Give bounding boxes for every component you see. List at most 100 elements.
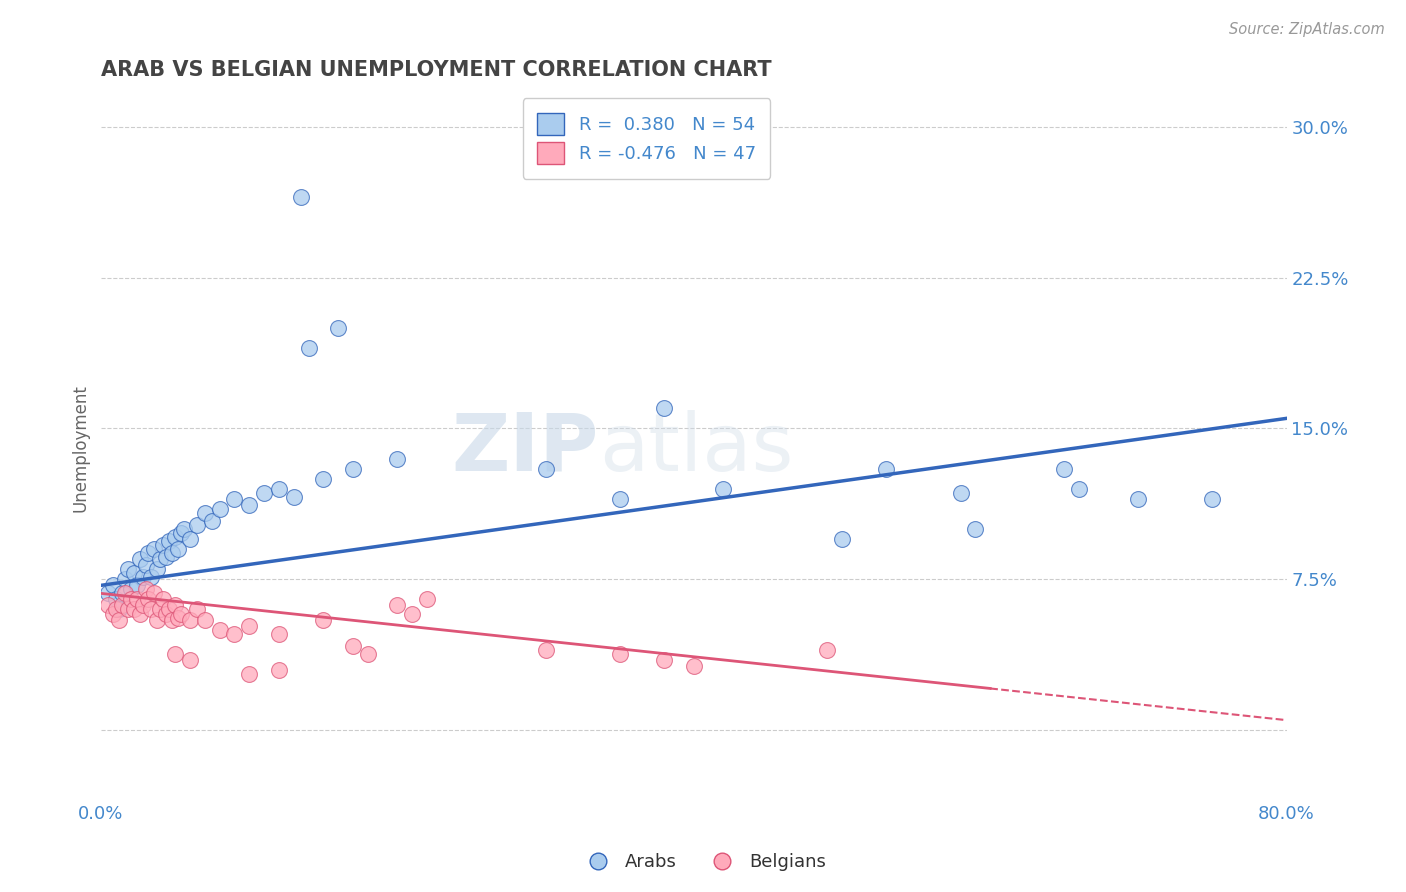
Point (1201, 491, 1223, 506)
Point (117, 562, 139, 576)
Point (111, 599, 134, 613)
Point (152, 592, 174, 607)
Point (143, 542, 166, 557)
Point (165, 647, 187, 661)
Point (131, 599, 153, 613)
Point (290, 190, 312, 204)
Point (179, 613, 201, 627)
Point (224, 491, 246, 506)
Point (401, 607, 423, 621)
Point (297, 341, 319, 355)
Legend: Arabs, Belgians: Arabs, Belgians (572, 847, 834, 879)
Point (267, 663, 290, 677)
Point (165, 530, 187, 544)
Point (111, 586, 134, 600)
Point (128, 552, 150, 566)
Point (141, 602, 163, 616)
Point (104, 602, 127, 616)
Point (238, 498, 260, 512)
Point (194, 506, 217, 520)
Point (179, 653, 201, 667)
Point (534, 642, 557, 657)
Point (1069, 482, 1091, 496)
Point (283, 490, 305, 504)
Point (146, 613, 169, 627)
Point (117, 602, 139, 616)
Point (965, 522, 987, 536)
Point (208, 623, 231, 637)
Point (949, 485, 972, 500)
Point (120, 592, 142, 607)
Point (157, 534, 180, 549)
Point (108, 602, 131, 616)
Point (125, 592, 148, 607)
Point (149, 602, 172, 616)
Point (101, 607, 124, 621)
Point (713, 482, 735, 496)
Point (342, 461, 364, 475)
Point (122, 602, 145, 616)
Point (134, 582, 156, 597)
Point (387, 599, 409, 613)
Point (328, 320, 350, 334)
Point (186, 518, 208, 533)
Point (186, 602, 208, 616)
Point (815, 642, 838, 657)
Point (312, 472, 335, 486)
Point (160, 613, 183, 627)
Point (138, 546, 160, 560)
Point (143, 586, 166, 600)
Point (170, 607, 193, 621)
Point (138, 592, 160, 607)
Point (875, 461, 897, 475)
Point (167, 542, 190, 557)
Point (128, 607, 150, 621)
Point (224, 626, 246, 640)
Point (1128, 491, 1150, 506)
Y-axis label: Unemployment: Unemployment (72, 384, 89, 513)
Point (173, 522, 195, 536)
Point (238, 618, 260, 632)
Point (312, 613, 335, 627)
Point (1053, 461, 1076, 475)
Point (179, 532, 201, 546)
Point (152, 538, 174, 552)
Point (134, 558, 156, 573)
Point (97, 586, 120, 600)
Point (155, 550, 177, 565)
Point (342, 639, 364, 653)
Text: Source: ZipAtlas.com: Source: ZipAtlas.com (1229, 22, 1385, 37)
Point (155, 607, 177, 621)
Point (114, 586, 136, 600)
Point (534, 461, 557, 475)
Point (131, 570, 153, 584)
Point (122, 566, 145, 581)
Point (141, 570, 163, 584)
Point (416, 592, 439, 607)
Point (157, 602, 180, 616)
Point (267, 482, 290, 496)
Point (652, 401, 675, 416)
Point (149, 552, 172, 566)
Point (165, 599, 187, 613)
Legend: R =  0.380   N = 54, R = -0.476   N = 47: R = 0.380 N = 54, R = -0.476 N = 47 (523, 98, 770, 178)
Point (208, 501, 231, 516)
Text: ZIP: ZIP (451, 409, 599, 488)
Point (609, 647, 631, 661)
Point (160, 546, 183, 560)
Text: ARAB VS BELGIAN UNEMPLOYMENT CORRELATION CHART: ARAB VS BELGIAN UNEMPLOYMENT CORRELATION… (101, 60, 772, 79)
Point (238, 666, 260, 681)
Point (609, 491, 631, 506)
Point (194, 613, 217, 627)
Point (682, 658, 704, 673)
Point (104, 592, 127, 607)
Point (831, 532, 853, 546)
Point (101, 578, 124, 592)
Point (167, 610, 190, 624)
Point (97, 599, 120, 613)
Point (387, 451, 409, 466)
Point (108, 613, 131, 627)
Point (201, 514, 224, 528)
Text: atlas: atlas (599, 409, 793, 488)
Point (146, 562, 169, 576)
